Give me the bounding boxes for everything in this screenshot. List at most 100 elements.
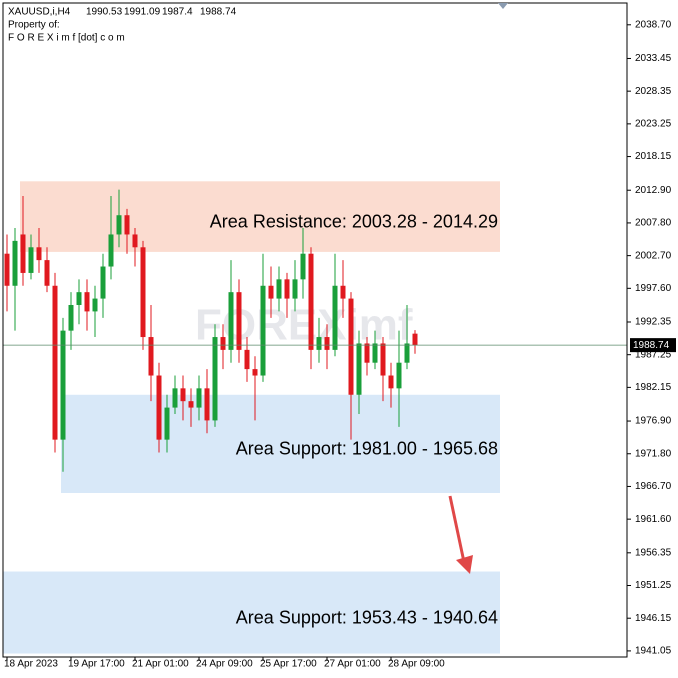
candle-body xyxy=(68,304,74,331)
plot-frame xyxy=(2,2,628,658)
y-tick-label: 1971.80 xyxy=(635,448,672,459)
candle-body xyxy=(180,388,186,402)
y-tick-label: 2038.70 xyxy=(635,19,672,30)
source: F O R E X i m f [dot] c o m xyxy=(8,33,125,44)
candle-body xyxy=(12,240,18,286)
y-tick-label: 1956.35 xyxy=(635,547,672,558)
candle-body xyxy=(260,285,266,376)
zone xyxy=(3,571,500,654)
candle-body xyxy=(84,292,90,312)
candle-body xyxy=(292,279,298,299)
y-tick-label: 2007.80 xyxy=(635,218,672,229)
x-tick-label: 24 Apr 09:00 xyxy=(196,659,253,670)
y-tick-label: 1951.25 xyxy=(635,580,672,591)
arrow-head xyxy=(456,555,473,574)
y-tick-label: 2028.35 xyxy=(635,86,672,97)
candle-body xyxy=(92,298,98,312)
candle-body xyxy=(412,333,418,346)
y-tick-label: 1946.15 xyxy=(635,613,672,624)
candle-body xyxy=(140,247,146,338)
candle-body xyxy=(36,247,42,261)
y-tick-label: 2023.25 xyxy=(635,119,672,130)
candle-body xyxy=(172,388,178,408)
y-tick-label: 1966.70 xyxy=(635,481,672,492)
y-tick-label: 2012.90 xyxy=(635,185,672,196)
header-open: 1990.53 xyxy=(86,7,123,18)
candle-body xyxy=(28,247,34,273)
x-tick-label: 21 Apr 01:00 xyxy=(132,659,189,670)
candle-body xyxy=(108,234,114,267)
plot xyxy=(3,189,627,472)
candle-body xyxy=(132,234,138,248)
candle-body xyxy=(196,388,202,408)
x-tick-label: 18 Apr 2023 xyxy=(4,659,58,670)
header-low: 1987.4 xyxy=(162,7,193,18)
current-price-label: 1988.74 xyxy=(633,340,670,351)
candle-body xyxy=(204,388,210,421)
candle-body xyxy=(44,260,50,286)
zone-label: Area Support: 1981.00 - 1965.68 xyxy=(236,439,498,459)
candle-body xyxy=(188,401,194,408)
candle-body xyxy=(404,343,410,363)
zones: Area Resistance: 2003.28 - 2014.29 Area S… xyxy=(3,181,500,654)
candle-body xyxy=(148,337,154,376)
candle-body xyxy=(284,279,290,299)
candle-body xyxy=(4,253,10,286)
zone xyxy=(61,394,500,493)
candle-body xyxy=(76,292,82,305)
candle-body xyxy=(316,337,322,350)
scroll-marker xyxy=(498,3,508,9)
candle-body xyxy=(276,279,282,299)
y-tick-label: 1961.60 xyxy=(635,514,672,525)
x-tick-label: 19 Apr 17:00 xyxy=(68,659,125,670)
candle-body xyxy=(228,292,234,350)
candle-body xyxy=(164,407,170,440)
candle-body xyxy=(116,215,122,235)
candle-body xyxy=(20,234,26,273)
y-tick-label: 2033.45 xyxy=(635,53,672,64)
x-tick-label: 25 Apr 17:00 xyxy=(260,659,317,670)
candle-body xyxy=(364,343,370,363)
candle-body xyxy=(308,253,314,350)
candle-body xyxy=(268,285,274,299)
zone xyxy=(20,181,500,252)
candle-body xyxy=(380,343,386,376)
y-tick-label: 1997.60 xyxy=(635,283,672,294)
y-tick-label: 2002.70 xyxy=(635,250,672,261)
candle-body xyxy=(60,330,66,440)
x-tick-label: 27 Apr 01:00 xyxy=(324,659,381,670)
zone-label: Area Resistance: 2003.28 - 2014.29 xyxy=(210,211,498,231)
arrow-shaft xyxy=(448,495,466,563)
header-close: 1988.74 xyxy=(200,7,237,18)
candle-body xyxy=(332,285,338,350)
x-tick-label: 28 Apr 09:00 xyxy=(388,659,445,670)
candle-body xyxy=(52,285,58,440)
chart-title: XAUUSD,i,H4 xyxy=(8,7,71,18)
y-tick-label: 1976.90 xyxy=(635,416,672,427)
y-tick-label: 2018.15 xyxy=(635,151,672,162)
candle-body xyxy=(124,215,130,235)
zone-label: Area Support: 1953.43 - 1940.64 xyxy=(236,607,498,627)
candle-body xyxy=(324,337,330,350)
header-high: 1991.09 xyxy=(124,7,161,18)
candle-body xyxy=(356,343,362,395)
candle-body xyxy=(244,349,250,370)
current-price-box xyxy=(630,338,676,353)
candle-body xyxy=(396,362,402,389)
candle-body xyxy=(300,253,306,280)
candle-body xyxy=(252,369,258,376)
candle-body xyxy=(372,343,378,363)
candle-body xyxy=(236,292,242,350)
candle-body xyxy=(388,375,394,389)
candle-body xyxy=(220,337,226,350)
y-tick-label: 1987.25 xyxy=(635,349,672,360)
candle-body xyxy=(156,375,162,440)
candle-body xyxy=(340,285,346,299)
candle-body xyxy=(348,298,354,395)
candle-body xyxy=(212,337,218,421)
subtitle: Property of: xyxy=(8,20,60,31)
y-tick-label: 1982.15 xyxy=(635,382,672,393)
